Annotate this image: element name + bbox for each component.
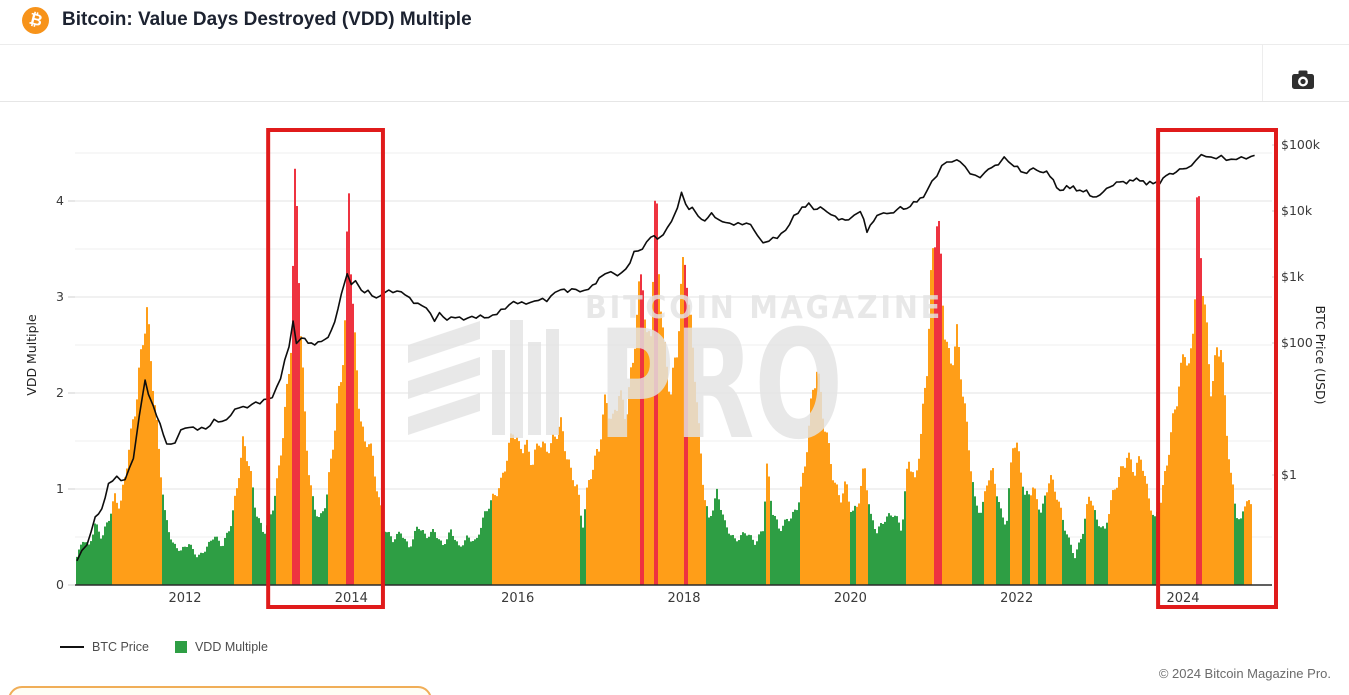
line-swatch-icon <box>60 646 84 648</box>
legend-item-btc-price[interactable]: BTC Price <box>60 640 149 654</box>
legend: BTC Price VDD Multiple <box>60 640 268 654</box>
right-axis-tick-label: $100 <box>1281 335 1313 350</box>
x-axis-year-label: 2012 <box>168 591 201 606</box>
right-axis-tick-label: $100k <box>1281 137 1321 152</box>
screenshot-camera-button[interactable] <box>1289 66 1317 94</box>
watermark-text-line2: PRO <box>598 299 843 473</box>
x-axis-year-label: 2018 <box>667 591 700 606</box>
vdd-multiple-bars <box>76 168 1252 586</box>
notice-banner <box>8 686 432 695</box>
left-axis-tick-label: 4 <box>56 193 64 208</box>
x-axis-year-label: 2024 <box>1166 591 1199 606</box>
left-axis-title: VDD Multiple <box>24 314 39 396</box>
right-axis-tick-label: $1 <box>1281 467 1297 482</box>
left-axis-tick-label: 1 <box>56 481 64 496</box>
legend-item-vdd-multiple[interactable]: VDD Multiple <box>174 640 268 654</box>
legend-label: VDD Multiple <box>194 640 268 654</box>
watermark-text-line1: BITCOIN MAGAZINE <box>585 290 943 326</box>
right-axis-tick-label: $1k <box>1281 269 1305 284</box>
header-divider <box>0 44 1349 45</box>
chart-plot-area[interactable]: BITCOIN MAGAZINE PRO 0 1 2 3 4 $100k $10k $1k $1… <box>0 105 1349 625</box>
left-axis-tick-label: 2 <box>56 385 64 400</box>
right-axis-title: BTC Price (USD) <box>1313 305 1328 404</box>
right-axis-tick-label: $10k <box>1281 203 1313 218</box>
highlight-boxes <box>266 128 1278 609</box>
square-swatch-icon <box>174 641 187 653</box>
left-axis-tick-label: 3 <box>56 289 64 304</box>
header: ₿ Bitcoin: Value Days Destroyed (VDD) Mu… <box>0 0 1349 44</box>
x-axis-year-label: 2016 <box>501 591 534 606</box>
copyright-text: © 2024 Bitcoin Magazine Pro. <box>1158 666 1331 681</box>
btc-price-line <box>76 153 1255 562</box>
x-axis-year-label: 2014 <box>335 591 368 606</box>
highlight-box <box>266 128 385 609</box>
highlight-box <box>1156 128 1278 609</box>
axis-ticks: 0 1 2 3 4 $100k $10k $1k $100 $1 2012 2014 2016 2018 2… <box>56 137 1321 606</box>
legend-label: BTC Price <box>92 640 149 654</box>
toolbar <box>0 45 1349 102</box>
page-title: Bitcoin: Value Days Destroyed (VDD) Mult… <box>62 9 472 30</box>
toolbar-divider <box>1262 45 1263 101</box>
camera-icon <box>1292 70 1314 89</box>
x-axis-year-label: 2020 <box>834 591 867 606</box>
x-axis-year-label: 2022 <box>1000 591 1033 606</box>
bitcoin-icon: ₿ <box>22 7 49 34</box>
watermark: BITCOIN MAGAZINE PRO <box>408 290 943 473</box>
left-axis-tick-label: 0 <box>56 577 64 592</box>
